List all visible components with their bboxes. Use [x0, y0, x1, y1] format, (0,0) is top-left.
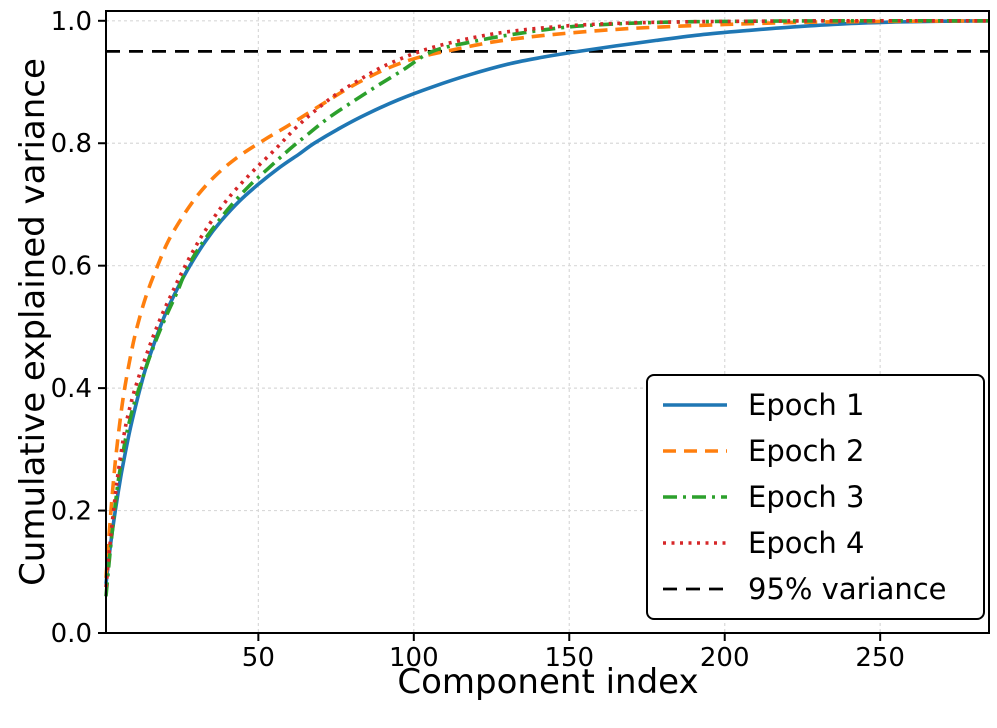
- legend-item-95-variance: 95% variance: [660, 567, 973, 611]
- x-axis-label: Component index: [397, 662, 699, 702]
- legend-item-epoch-1: Epoch 1: [660, 383, 973, 427]
- legend-item-epoch-3: Epoch 3: [660, 475, 973, 519]
- legend-item-label: Epoch 2: [748, 434, 865, 468]
- curve-epoch-4: [104, 18, 990, 588]
- legend-item-label: Epoch 3: [748, 480, 865, 514]
- legend-item-epoch-2: Epoch 2: [660, 429, 973, 473]
- legend-item-label: Epoch 4: [748, 526, 865, 560]
- y-tick-label: 0.2: [51, 497, 92, 527]
- y-tick-label: 0.4: [51, 374, 92, 404]
- legend-line-sample-icon: [663, 541, 727, 545]
- legend-item-epoch-4: Epoch 4: [660, 521, 973, 565]
- legend-item-label: 95% variance: [748, 572, 947, 606]
- curve-epoch-2: [104, 19, 990, 579]
- x-tick-label: 50: [242, 643, 275, 673]
- legend-line-sample-icon: [663, 495, 727, 499]
- legend-item-label: Epoch 1: [748, 388, 865, 422]
- legend-line-sample-icon: [663, 587, 727, 591]
- x-tick-label: 150: [544, 643, 594, 673]
- y-tick-label: 0.0: [51, 619, 92, 649]
- y-tick-label: 1.0: [51, 7, 92, 37]
- legend-line-sample-icon: [663, 403, 727, 407]
- y-tick-label: 0.8: [51, 129, 92, 159]
- x-tick-label: 250: [855, 643, 905, 673]
- y-axis-label: Cumulative explained variance: [13, 58, 53, 586]
- plot-border: [105, 10, 990, 634]
- curve-epoch-1: [104, 19, 990, 585]
- legend-line-sample-icon: [663, 449, 727, 453]
- x-tick-label: 200: [700, 643, 750, 673]
- y-tick-label: 0.6: [51, 252, 92, 282]
- x-tick-label: 100: [389, 643, 439, 673]
- legend: Epoch 1 Epoch 2 Epoch 3 Epoch 4 95% vari…: [646, 374, 985, 620]
- curve-epoch-3: [104, 18, 990, 597]
